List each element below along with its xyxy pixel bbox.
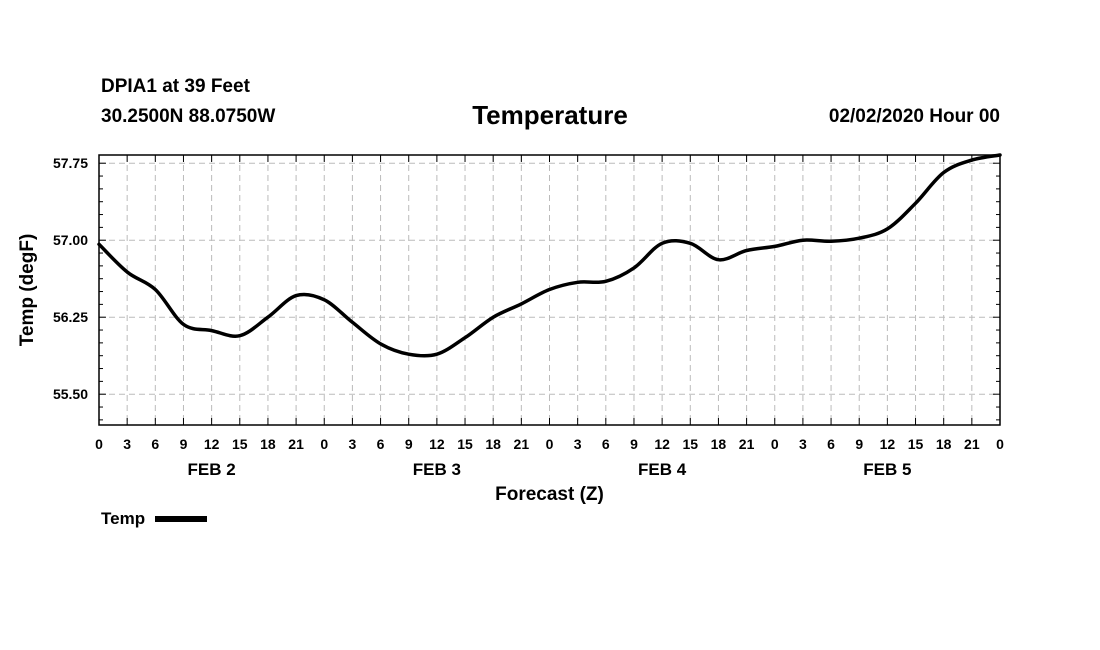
legend: Temp [101, 509, 208, 529]
x-tick-label: 15 [457, 436, 473, 452]
x-tick-label: 9 [855, 436, 863, 452]
x-tick-label: 21 [514, 436, 530, 452]
x-tick-label: 6 [151, 436, 159, 452]
day-label: FEB 3 [413, 460, 461, 479]
x-tick-label: 15 [908, 436, 924, 452]
y-tick-label: 56.25 [53, 309, 88, 325]
x-tick-label: 6 [602, 436, 610, 452]
x-tick-label: 21 [288, 436, 304, 452]
x-tick-label: 0 [771, 436, 779, 452]
x-tick-label: 3 [123, 436, 131, 452]
x-tick-label: 9 [630, 436, 638, 452]
x-tick-label: 15 [682, 436, 698, 452]
y-axis-title: Temp (degF) [17, 234, 38, 347]
coordinates-label: 30.2500N 88.0750W [101, 106, 276, 127]
x-tick-label: 21 [964, 436, 980, 452]
station-label: DPIA1 at 39 Feet [101, 76, 250, 97]
x-tick-label: 18 [260, 436, 276, 452]
legend-swatch [155, 516, 208, 522]
x-tick-label: 18 [711, 436, 727, 452]
x-tick-label: 0 [546, 436, 554, 452]
y-tick-label: 55.50 [53, 386, 88, 402]
x-tick-label: 12 [429, 436, 445, 452]
chart-title: Temperature [472, 100, 628, 130]
y-tick-label: 57.00 [53, 232, 88, 248]
x-tick-label: 0 [320, 436, 328, 452]
x-tick-label: 21 [739, 436, 755, 452]
x-tick-label: 15 [232, 436, 248, 452]
x-tick-label: 9 [180, 436, 188, 452]
x-tick-label: 3 [574, 436, 582, 452]
x-tick-label: 0 [996, 436, 1004, 452]
forecast-datetime: 02/02/2020 Hour 00 [828, 106, 1000, 127]
x-tick-label: 18 [936, 436, 952, 452]
day-label: FEB 5 [863, 460, 911, 479]
x-tick-label: 12 [880, 436, 896, 452]
x-tick-label: 12 [654, 436, 670, 452]
x-tick-label: 6 [377, 436, 385, 452]
series-line-temp [97, 153, 1002, 358]
x-tick-label: 12 [204, 436, 220, 452]
legend-label: Temp [101, 509, 146, 528]
x-tick-label: 6 [827, 436, 835, 452]
x-tick-label: 0 [95, 436, 103, 452]
x-axis-title: Forecast (Z) [495, 484, 604, 505]
plot-frame [98, 154, 1001, 426]
x-tick-label: 3 [349, 436, 357, 452]
x-tick-label: 9 [405, 436, 413, 452]
day-label: FEB 4 [638, 460, 687, 479]
x-tick-label: 18 [485, 436, 501, 452]
y-tick-label: 57.75 [53, 155, 88, 171]
x-tick-label: 3 [799, 436, 807, 452]
day-label: FEB 2 [188, 460, 236, 479]
